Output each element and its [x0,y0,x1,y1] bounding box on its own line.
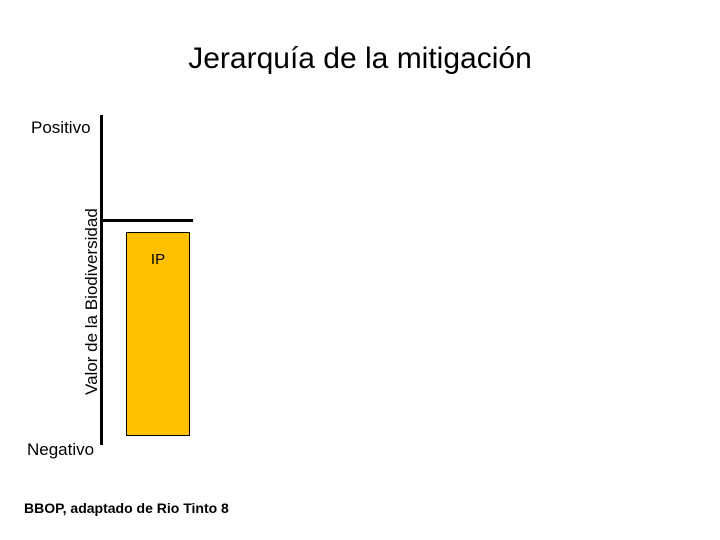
axis-label-negative: Negativo [27,440,94,460]
axis-label-positive: Positivo [31,118,91,138]
chart-area: Valor de la Biodiversidad Positivo Negat… [0,0,720,540]
source-citation: BBOP, adaptado de Rio Tinto 8 [24,500,229,516]
slide: Jerarquía de la mitigación Valor de la B… [0,0,720,540]
zero-line [100,219,193,222]
y-axis-title: Valor de la Biodiversidad [82,208,102,395]
ip-bar: IP [126,232,190,436]
ip-bar-label: IP [127,251,189,268]
